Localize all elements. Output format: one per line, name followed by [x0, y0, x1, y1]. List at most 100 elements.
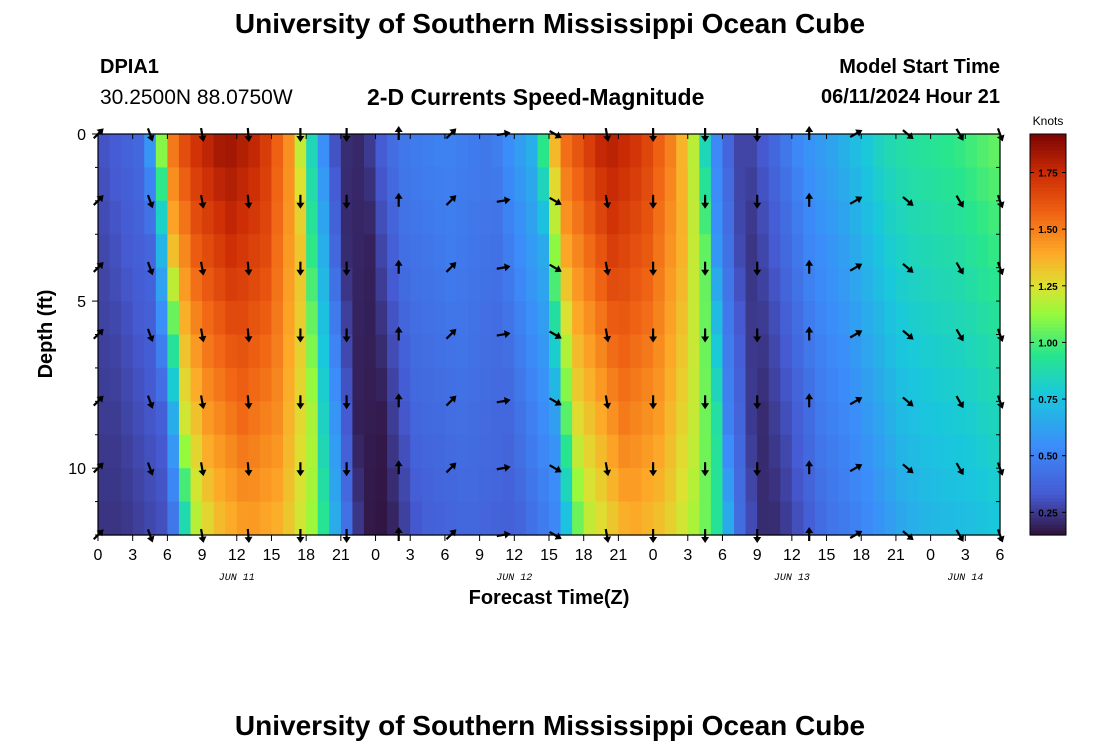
heatmap-cell [629, 301, 643, 336]
heatmap-cell [306, 167, 319, 202]
heatmap-cell [872, 468, 885, 503]
heatmap-cell [710, 468, 724, 503]
heatmap-cell [838, 267, 851, 302]
heatmap-cell [375, 434, 388, 469]
heatmap-cell [988, 468, 1001, 503]
heatmap-cell [259, 167, 273, 202]
x-tick-label: 9 [475, 547, 484, 564]
heatmap-cell [317, 501, 330, 536]
heatmap-cell [225, 334, 238, 369]
heatmap-cell [98, 167, 111, 202]
heatmap-cell [884, 167, 897, 202]
heatmap-cell [757, 367, 770, 402]
current-arrow [955, 261, 964, 275]
heatmap-cell [375, 334, 388, 369]
colorbar-tick-label: 0.50 [1038, 452, 1058, 463]
heatmap-cell [363, 501, 377, 536]
heatmap-cell [421, 301, 434, 336]
heatmap-cell [514, 468, 527, 503]
heatmap-cell [549, 434, 562, 469]
colorbar-segment [1030, 351, 1066, 356]
heatmap-cell [271, 501, 284, 536]
heatmap-cell [109, 401, 122, 436]
heatmap-cell [699, 401, 712, 436]
heatmap-cell [549, 234, 562, 269]
heatmap-cell [202, 267, 215, 302]
colorbar-tick-label: 1.25 [1038, 282, 1058, 293]
y-tick-label: 5 [77, 294, 86, 311]
heatmap-cell [317, 167, 330, 202]
heatmap-cell [572, 434, 585, 469]
heatmap-cell [306, 468, 319, 503]
heatmap-cell [780, 267, 793, 302]
heatmap-cell [641, 134, 654, 169]
heatmap-cell [363, 334, 377, 369]
heatmap-cell [664, 234, 677, 269]
colorbar-segment [1030, 187, 1066, 192]
current-arrow [549, 464, 562, 473]
heatmap-cell [745, 468, 758, 503]
colorbar-segment [1030, 464, 1066, 469]
heatmap-cell [942, 434, 955, 469]
heatmap-cell [537, 501, 550, 536]
heatmap-cell [838, 134, 851, 169]
heatmap-cell [514, 267, 527, 302]
heatmap-cell [710, 401, 724, 436]
heatmap-cell [317, 334, 330, 369]
heatmap-cell [895, 501, 909, 536]
heatmap-cell [468, 134, 481, 169]
heatmap-cell [976, 367, 990, 402]
heatmap-cell [479, 367, 492, 402]
heatmap-cell [387, 234, 400, 269]
heatmap-cell [121, 468, 134, 503]
heatmap-cell [884, 501, 897, 536]
heatmap-cell [757, 200, 770, 235]
heatmap-cell [375, 501, 388, 536]
heatmap-cell [352, 234, 365, 269]
heatmap-cell [965, 501, 978, 536]
heatmap-cell [132, 134, 145, 169]
heatmap-cell [491, 200, 504, 235]
heatmap-cell [444, 434, 458, 469]
heatmap-cell [722, 468, 735, 503]
heatmap-cell [907, 434, 920, 469]
current-arrow [394, 527, 403, 541]
heatmap-cell [363, 267, 377, 302]
heatmap-cell [178, 501, 192, 536]
heatmap-cell [525, 434, 539, 469]
heatmap-cell [502, 167, 515, 202]
current-arrow [701, 395, 710, 410]
heatmap-cell [618, 501, 631, 536]
heatmap-cell [629, 434, 643, 469]
heatmap-cell [98, 468, 111, 503]
heatmap-cell [768, 234, 781, 269]
current-arrow [805, 192, 814, 207]
heatmap-cell [398, 501, 411, 536]
colorbar-segment [1030, 377, 1066, 382]
heatmap-cell [468, 334, 481, 369]
colorbar-segment [1030, 287, 1066, 292]
current-arrow [701, 128, 710, 142]
heatmap-cell [433, 434, 446, 469]
current-arrow [649, 328, 658, 343]
heatmap-cell [306, 434, 319, 469]
heatmap-cell [595, 267, 608, 302]
colorbar-segment [1030, 230, 1066, 235]
heatmap-cell [722, 234, 735, 269]
heatmap-cell [895, 134, 909, 169]
colorbar-segment [1030, 381, 1066, 386]
colorbar-segment [1030, 144, 1066, 148]
heatmap-cell [595, 468, 608, 503]
heatmap-cell [271, 134, 284, 169]
current-arrow [146, 127, 155, 142]
heatmap-cell [780, 234, 793, 269]
heatmap-cell [306, 234, 319, 269]
current-arrow [394, 192, 403, 207]
heatmap-cell [838, 301, 851, 336]
colorbar-segment [1030, 177, 1066, 182]
colorbar-segment [1030, 291, 1066, 295]
colorbar-segment [1030, 511, 1066, 516]
heatmap-cell [768, 367, 781, 402]
colorbar-segment [1030, 147, 1066, 152]
heatmap-cell [236, 401, 249, 436]
